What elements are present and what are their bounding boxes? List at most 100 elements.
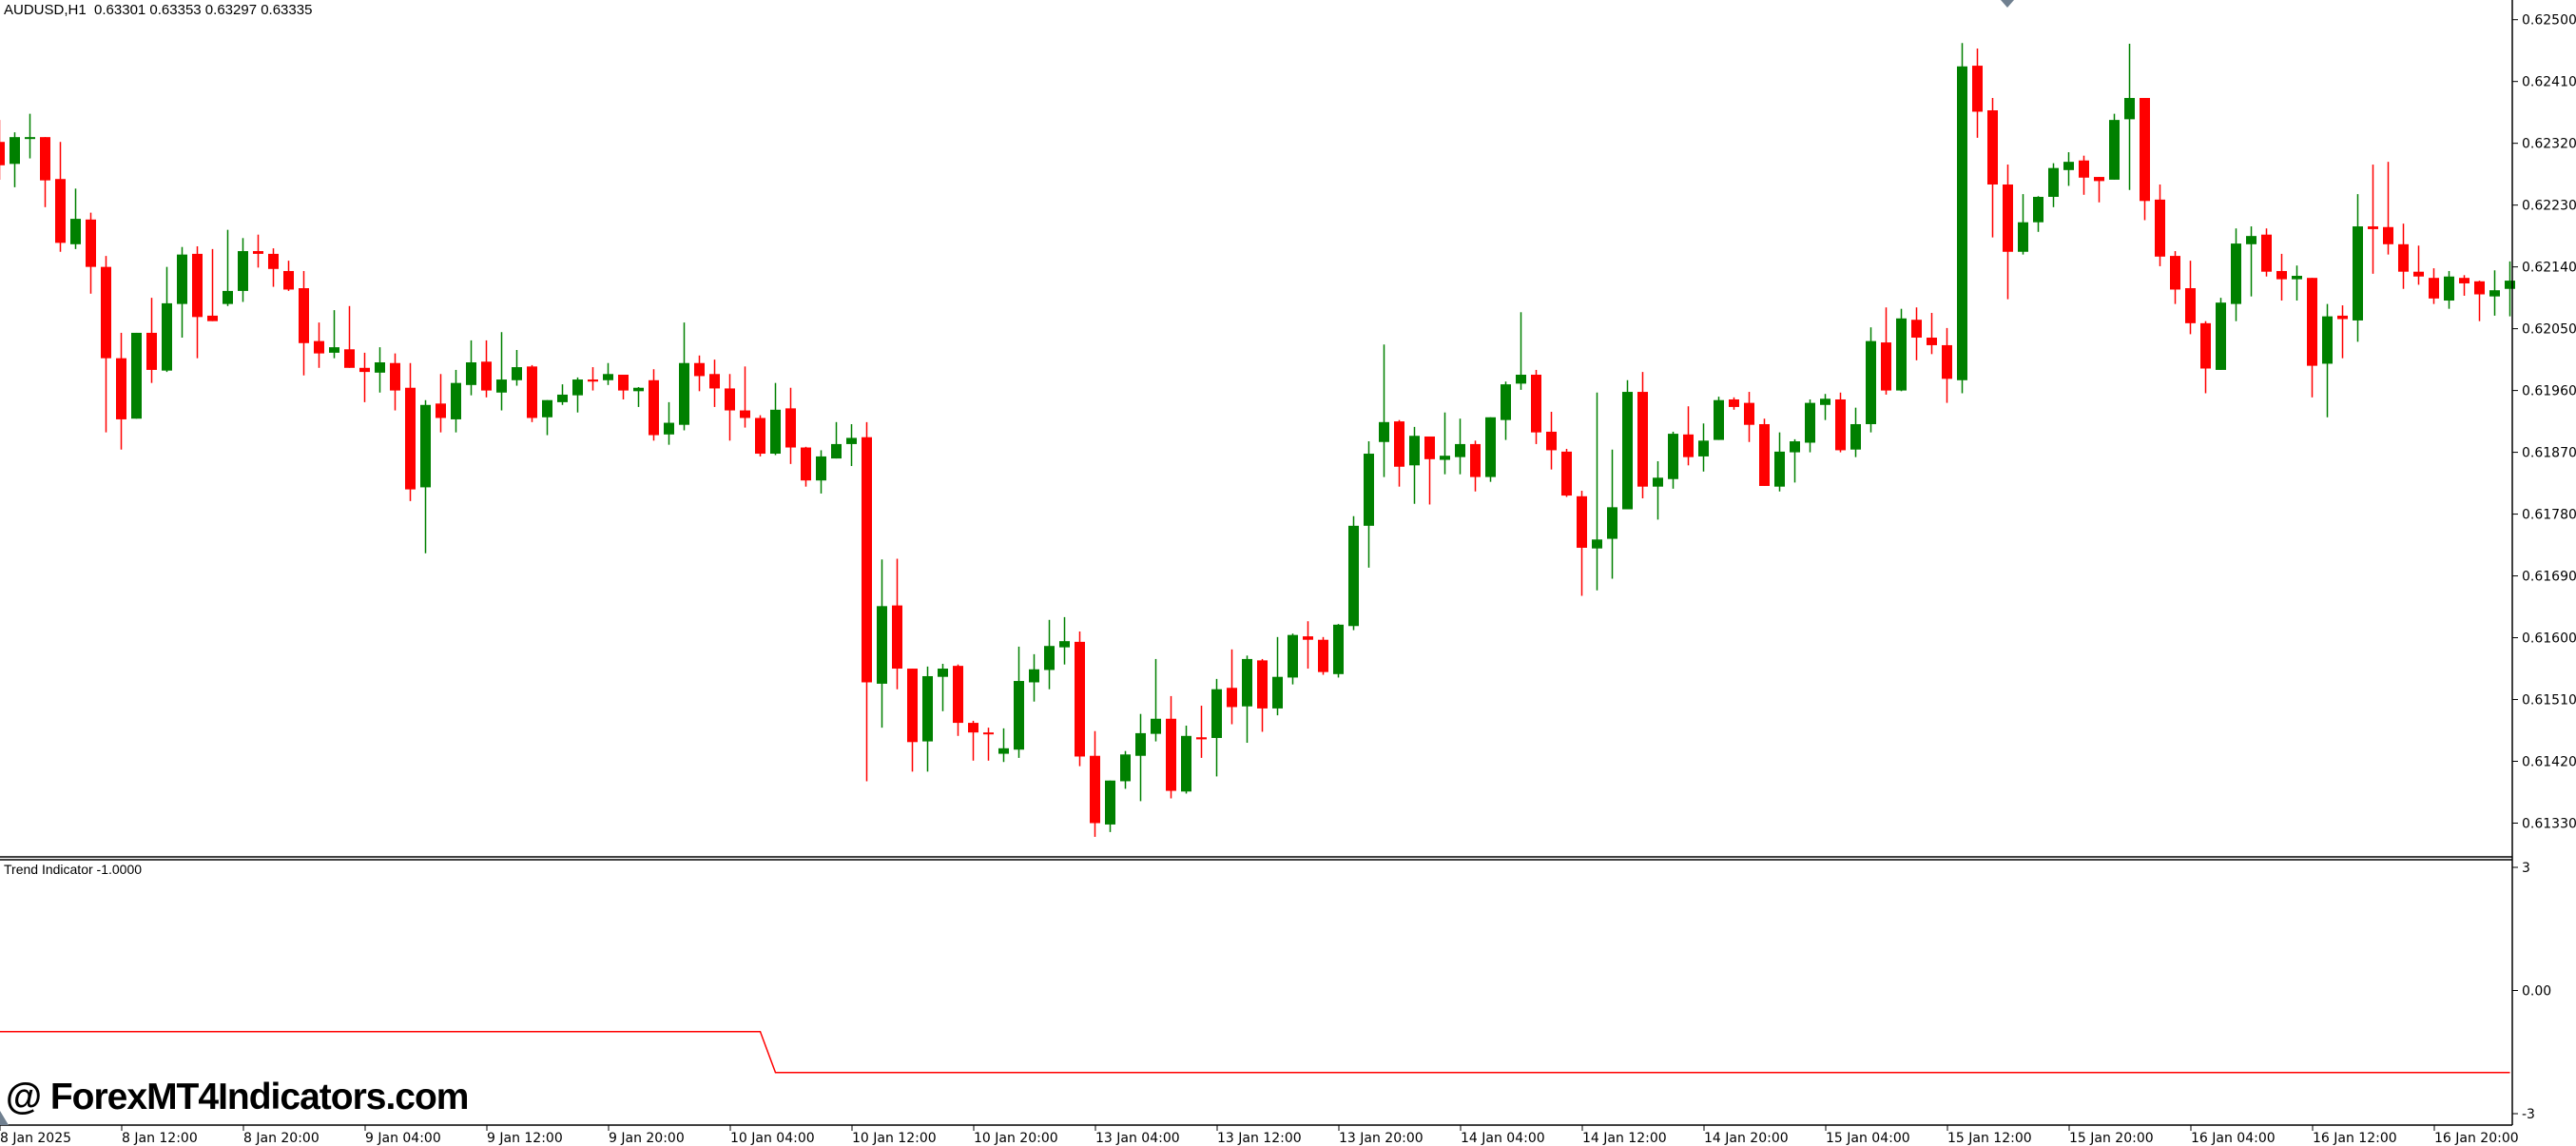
candle-bearish [2185, 261, 2196, 335]
candle-body [1424, 436, 1435, 459]
candle-body [953, 666, 963, 724]
candle-bearish [2383, 162, 2393, 255]
candle-bearish [709, 359, 720, 407]
candle-bearish [192, 245, 203, 359]
candle-bearish [2474, 281, 2485, 321]
price-tick-label: 0.61960 [2522, 384, 2576, 399]
candle-bullish [2109, 113, 2120, 180]
candle-body [725, 388, 735, 411]
candle-body [344, 349, 355, 368]
price-axis[interactable]: 0.62500 0.62410 0.62320 0.62230 0.62140 0.620… [2511, 0, 2576, 1125]
candle-bullish [2322, 303, 2333, 418]
candle-body [755, 418, 765, 455]
candle-body [451, 382, 461, 419]
time-axis[interactable]: 8 Jan 2025 8 Jan 12:00 8 Jan 20:00 9 Jan 04… [0, 1124, 2519, 1146]
candle-bearish [481, 340, 492, 398]
candle-bullish [1957, 43, 1967, 394]
candle-body [2185, 288, 2196, 323]
candle-body [2079, 160, 2089, 178]
candle-bullish [1181, 725, 1191, 794]
candle-body [1151, 718, 1161, 734]
candle-bullish [2246, 226, 2256, 297]
candle-bullish [1348, 515, 1359, 631]
candle-body [25, 137, 35, 140]
candle-bullish [25, 113, 35, 159]
candle-bearish [1987, 98, 1998, 238]
candle-bearish [86, 212, 96, 294]
candle-bullish [998, 728, 1009, 763]
price-tick-label: 0.62410 [2522, 75, 2576, 90]
candle-body [2505, 281, 2515, 289]
candle-body [1698, 440, 1709, 456]
time-tick-label: 16 Jan 20:00 [2434, 1131, 2519, 1146]
candle-bullish [496, 332, 507, 411]
candles-layer [0, 43, 2515, 837]
candle-bullish [10, 132, 20, 187]
candle-bullish [420, 399, 431, 554]
candle-body [1135, 732, 1146, 756]
time-tick-label: 8 Jan 2025 [0, 1131, 71, 1146]
candle-bearish [405, 362, 416, 501]
candle-body [1866, 340, 1876, 424]
candle-body [10, 137, 20, 165]
candle-bearish [1942, 327, 1952, 403]
candle-body [1942, 344, 1952, 379]
ohlc-readout: 0.63301 0.63353 0.63297 0.63335 [94, 2, 313, 18]
candle-body [1409, 436, 1420, 466]
candle-body [542, 399, 552, 418]
candle-bearish [1424, 436, 1435, 505]
candle-bullish [2033, 196, 2043, 232]
time-tick-label: 16 Jan 04:00 [2191, 1131, 2276, 1146]
candle-body [2307, 278, 2317, 366]
candle-body [131, 332, 142, 419]
candle-body [70, 219, 81, 244]
candle-body [1561, 451, 1572, 496]
time-tick-label: 14 Jan 04:00 [1461, 1131, 1545, 1146]
candle-body [1318, 639, 1328, 672]
candle-body [603, 374, 613, 380]
candle-bullish [542, 399, 552, 436]
candle-bullish [70, 188, 81, 249]
indicator-tick-label: 0.00 [2522, 984, 2551, 1000]
candle-bearish [862, 421, 872, 782]
candle-body [177, 254, 187, 304]
time-tick-label: 14 Jan 12:00 [1582, 1131, 1667, 1146]
candle-bearish [2398, 223, 2409, 289]
candle-body [2474, 281, 2485, 295]
candle-body [2170, 256, 2180, 290]
candle-body [1790, 441, 1800, 453]
price-tick-label: 0.62230 [2522, 199, 2576, 214]
candle-bullish [1790, 438, 1800, 483]
candle-body [1592, 539, 1602, 549]
candle-bullish [664, 401, 674, 445]
candle-bullish [1820, 394, 1830, 420]
candle-body [314, 340, 324, 354]
candle-body [1714, 399, 1724, 440]
candle-body [664, 422, 674, 435]
candle-body [831, 443, 842, 459]
candle-body [253, 251, 263, 254]
candle-body [2048, 167, 2059, 197]
indicator-tick-label: -3 [2522, 1107, 2535, 1122]
candle-bullish [679, 322, 689, 431]
candle-body [2429, 278, 2439, 299]
chart-shift-marker-icon[interactable] [2001, 0, 2014, 8]
candle-body [329, 347, 339, 353]
candle-body [922, 675, 933, 742]
candle-bullish [131, 332, 142, 419]
candle-body [801, 447, 811, 481]
candle-bearish [299, 270, 309, 376]
candle-body [770, 409, 781, 455]
candle-body [1622, 392, 1633, 510]
candle-body [1927, 338, 1937, 345]
candle-body [86, 219, 96, 267]
time-tick-label: 10 Jan 12:00 [852, 1131, 937, 1146]
candle-bearish [2337, 305, 2348, 359]
scroll-marker-icon [0, 1111, 9, 1125]
candle-bearish [1531, 369, 1541, 444]
time-tick-label: 10 Jan 04:00 [730, 1131, 815, 1146]
candle-bearish [2307, 278, 2317, 398]
candle-body [1501, 384, 1511, 420]
candle-bullish [1105, 780, 1115, 832]
